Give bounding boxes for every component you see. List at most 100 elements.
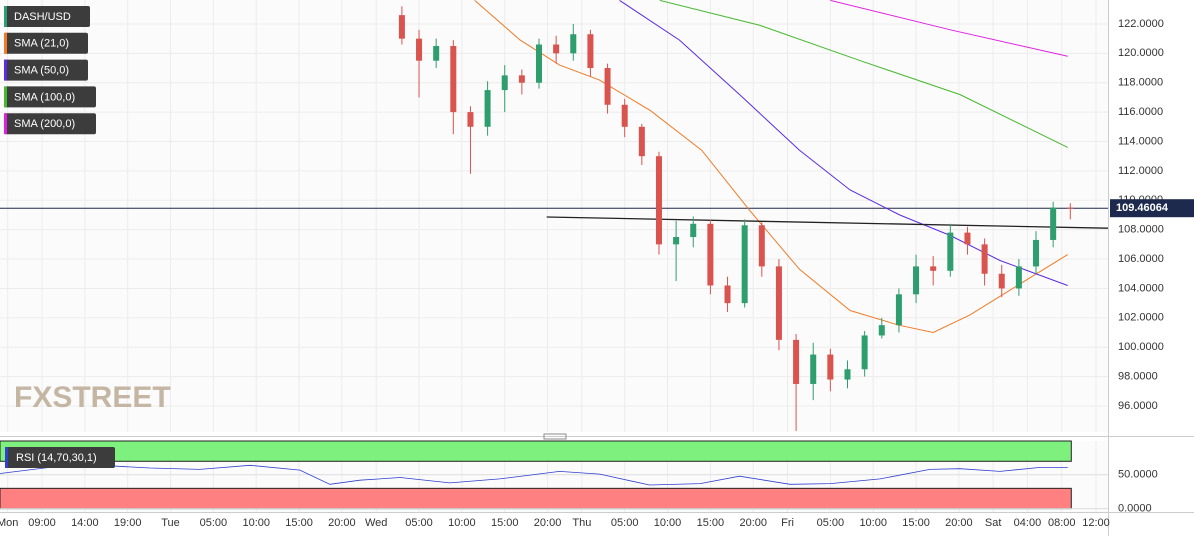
candle-body [450, 45, 457, 113]
line-series [474, 0, 1068, 334]
candle-body [947, 232, 954, 271]
candle-body [724, 285, 731, 304]
legend-box [4, 32, 88, 54]
y-tick-label: 122.0000 [1118, 18, 1164, 30]
legend-box [4, 59, 88, 81]
candle-body [518, 75, 525, 83]
line-series [659, 0, 1068, 148]
legend-box [4, 113, 96, 135]
y-tick-label: 100.0000 [1118, 341, 1164, 353]
line-series [0, 464, 1068, 486]
y-tick-label: 96.0000 [1118, 400, 1158, 412]
y-tick-label: 114.0000 [1118, 135, 1163, 147]
x-tick-label: 04:00 [1014, 517, 1042, 529]
candle-body [741, 225, 748, 304]
y-tick-label: 108.0000 [1118, 224, 1164, 236]
legend-swatch [5, 447, 8, 468]
candle-body [913, 266, 920, 295]
candle-body [810, 354, 817, 384]
candle-body [604, 68, 611, 105]
candle-body [1067, 207, 1074, 209]
candle-body [878, 325, 885, 336]
candle-body [707, 223, 714, 286]
x-tick-label: 05:00 [817, 517, 845, 529]
candle-body [501, 75, 508, 91]
candle-body [690, 223, 697, 238]
candle-body [895, 294, 902, 326]
x-tick-label: Thu [572, 517, 591, 529]
y-tick-label: 50.0000 [1118, 469, 1158, 481]
y-tick-label: 0.0000 [1118, 503, 1152, 515]
x-tick-label: 05:00 [611, 517, 639, 529]
candle-body [638, 126, 645, 157]
x-tick-label: 15:00 [491, 517, 519, 529]
x-tick-label: 10:00 [654, 517, 682, 529]
x-tick-label: 15:00 [902, 517, 930, 529]
legend-box [4, 86, 96, 108]
y-tick-label: 106.0000 [1118, 253, 1164, 265]
upper-band [0, 440, 1072, 462]
legend-label: SMA (50,0) [14, 65, 69, 77]
x-tick-label: 09:00 [28, 517, 56, 529]
candle-body [775, 266, 782, 340]
pane-handle [543, 433, 567, 440]
price-pane [0, 0, 1108, 432]
candle-body [416, 38, 423, 61]
trendline [546, 216, 1109, 229]
legend-label: RSI (14,70,30,1) [16, 452, 97, 464]
x-tick-label: 14:00 [71, 517, 99, 529]
x-tick-label: 10:00 [859, 517, 887, 529]
legend-swatch [4, 6, 7, 27]
legend-label: DASH/USD [14, 11, 71, 23]
legend-label: SMA (200,0) [14, 118, 75, 130]
x-tick-label: Mon [0, 517, 18, 529]
legend-box [5, 447, 115, 468]
x-tick-label: 12:00 [1082, 517, 1110, 529]
candle-body [536, 44, 543, 83]
candle-body [844, 369, 851, 380]
candle-body [1050, 207, 1057, 240]
x-tick-label: Wed [365, 517, 387, 529]
candle-body [981, 244, 988, 274]
candle-body [655, 156, 662, 245]
y-tick-label: 102.0000 [1118, 312, 1164, 324]
price-tag [1110, 199, 1194, 218]
candle-body [1015, 266, 1022, 289]
candle-body [587, 34, 594, 69]
x-tick-label: 20:00 [739, 517, 767, 529]
legend-swatch [4, 86, 7, 108]
candle-body [793, 339, 800, 384]
candle-body [467, 112, 474, 127]
x-tick-label: 05:00 [405, 517, 433, 529]
x-tick-label: Tue [161, 517, 180, 529]
candle-body [930, 266, 937, 271]
x-tick-label: 20:00 [534, 517, 562, 529]
x-tick-label: 15:00 [697, 517, 725, 529]
legend-label: SMA (21,0) [14, 38, 69, 50]
lower-band [0, 487, 1072, 510]
x-tick-label: 08:00 [1048, 517, 1076, 529]
candle-body [484, 90, 491, 127]
x-tick-label: 10:00 [448, 517, 476, 529]
x-tick-label: 20:00 [328, 517, 356, 529]
candle-body [1033, 239, 1040, 267]
x-tick-label: 15:00 [285, 517, 313, 529]
legend-swatch [4, 113, 7, 135]
y-tick-label: 104.0000 [1118, 282, 1164, 294]
x-tick-label: Sat [985, 517, 1002, 529]
y-tick-label: 116.0000 [1118, 106, 1163, 118]
candle-body [621, 104, 628, 127]
candle-body [827, 354, 834, 380]
x-tick-label: Fri [781, 517, 794, 529]
legend-swatch [4, 32, 7, 54]
price-tag-label: 109.46064 [1116, 202, 1169, 214]
x-tick-label: 19:00 [114, 517, 142, 529]
candle-body [553, 44, 560, 54]
candle-body [433, 45, 440, 61]
x-tick-label: 20:00 [945, 517, 973, 529]
watermark: FXSTREET [14, 381, 171, 414]
y-tick-label: 120.0000 [1118, 47, 1164, 59]
legend-box [4, 6, 90, 27]
candle-body [673, 237, 680, 245]
